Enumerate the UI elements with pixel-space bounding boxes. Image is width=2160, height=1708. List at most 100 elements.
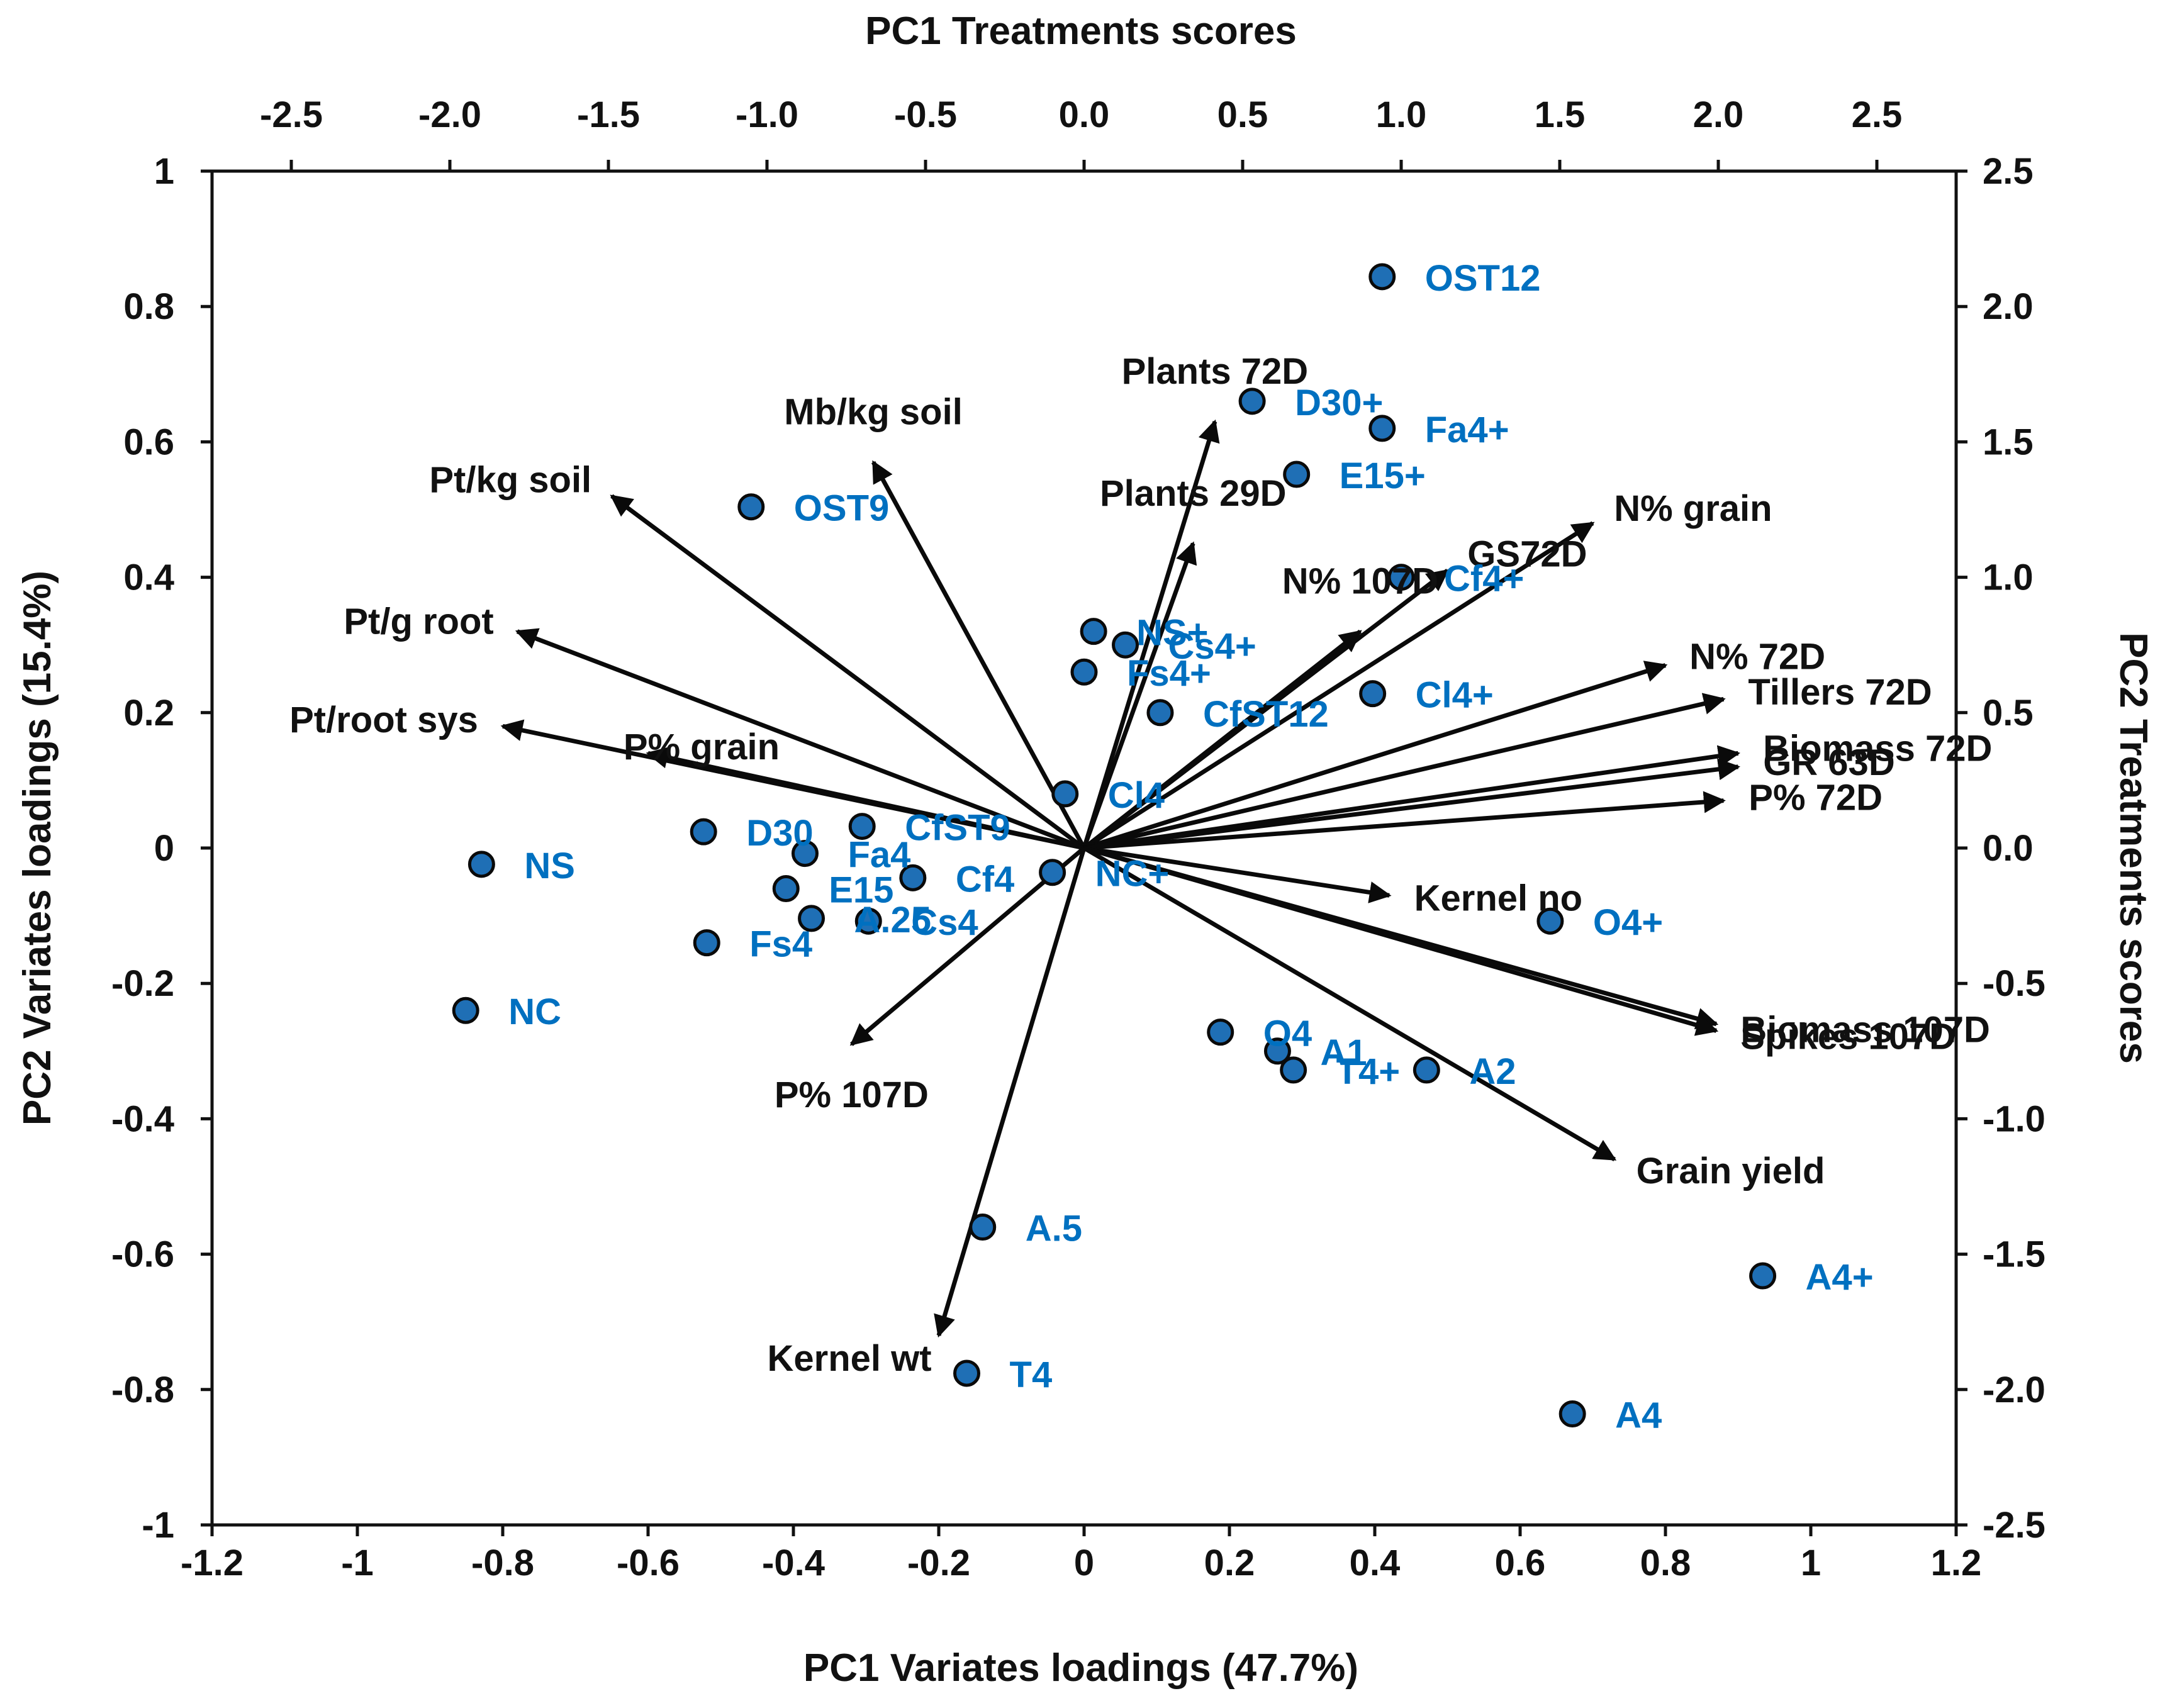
treatment-point [1051, 780, 1079, 808]
treatment-point [1112, 631, 1139, 659]
treatment-point [1558, 1400, 1586, 1428]
loading-arrow [646, 746, 1085, 851]
treatment-label: D30+ [1295, 382, 1383, 423]
top-tick-label: -2.0 [418, 94, 481, 135]
loading-arrow [1083, 745, 1740, 851]
treatment-label: E15+ [1340, 455, 1426, 496]
left-tick-label: 0.6 [123, 421, 174, 462]
treatment-point [1749, 1262, 1777, 1290]
treatment-point [690, 818, 717, 846]
treatment-point [1207, 1019, 1234, 1046]
treatment-point [899, 864, 927, 891]
top-tick-label: -1.0 [736, 94, 798, 135]
bottom-tick-label: -0.2 [907, 1543, 970, 1583]
variate-loading-arrows [500, 419, 1740, 1338]
top-tick-label: 2.0 [1693, 94, 1744, 135]
top-axis-title: PC1 Treatments scores [865, 9, 1297, 53]
variate-label: Pt/kg soil [429, 460, 591, 501]
treatment-point [1080, 618, 1107, 645]
variate-label: Pt/g root [344, 601, 493, 642]
treatment-point [854, 907, 882, 935]
top-tick-label: -2.5 [260, 94, 323, 135]
variate-label: N% 72D [1689, 636, 1825, 677]
treatment-point [1368, 263, 1396, 291]
bottom-tick-label: -0.8 [471, 1543, 534, 1583]
left-tick-label: -1 [142, 1505, 174, 1546]
loading-arrow [1082, 569, 1450, 850]
left-tick-label: -0.4 [111, 1098, 174, 1139]
right-tick-label: 1.5 [1983, 421, 2034, 462]
top-tick-label: 1.5 [1535, 94, 1586, 135]
variate-label: N% grain [1614, 488, 1772, 529]
variate-label: P% grain [624, 727, 780, 767]
treatment-point [953, 1359, 981, 1387]
loading-arrow [1083, 661, 1668, 851]
treatment-point [1387, 564, 1415, 591]
top-tick-label: -1.5 [577, 94, 640, 135]
treatment-label: A.5 [1026, 1208, 1082, 1249]
variate-label: Grain yield [1637, 1151, 1825, 1192]
treatment-point [1039, 859, 1066, 886]
variate-label: Biomass 72D [1763, 728, 1992, 769]
treatment-score-points [452, 263, 1777, 1428]
treatment-label: OST9 [794, 488, 890, 529]
bottom-tick-label: 1.2 [1931, 1543, 1982, 1583]
treatment-point [1146, 699, 1174, 727]
treatment-label: Cf4+ [1444, 559, 1524, 600]
loading-arrow [1083, 791, 1726, 851]
variate-label: GS72D [1467, 534, 1587, 575]
bottom-tick-label: -0.6 [617, 1543, 680, 1583]
treatment-label: O4 [1263, 1013, 1312, 1054]
right-tick-label: -0.5 [1983, 963, 2045, 1004]
left-tick-label: 0.2 [123, 693, 174, 734]
treatment-label: CfST12 [1203, 694, 1329, 735]
variate-label: Kernel no [1414, 878, 1583, 918]
treatment-point [1536, 907, 1564, 935]
right-tick-label: -2.5 [1983, 1505, 2045, 1546]
right-tick-label: 1.0 [1983, 557, 2034, 598]
treatment-label: NC+ [1095, 854, 1170, 895]
treatment-label: NS [524, 846, 575, 886]
treatment-label: T4+ [1336, 1051, 1401, 1092]
treatment-label: A4 [1615, 1395, 1662, 1436]
loading-arrow [515, 628, 1085, 851]
treatment-point [969, 1214, 997, 1241]
loading-arrow [1083, 846, 1719, 1036]
loading-arrow [1083, 846, 1392, 903]
variate-label: P% 72D [1749, 778, 1883, 818]
treatment-label: A4+ [1806, 1257, 1874, 1298]
chart-labels: Pt/kg soil Mb/kg soil Pt/g root Pt/root sys… [289, 258, 1992, 1436]
bottom-tick-label: 0 [1074, 1543, 1094, 1583]
treatment-label: CfST9 [905, 808, 1010, 849]
treatment-point [791, 840, 819, 868]
treatment-point [737, 493, 765, 521]
treatment-point [1368, 415, 1396, 442]
treatment-label: A2 [1469, 1051, 1516, 1092]
loading-arrow [1082, 541, 1197, 849]
treatment-label: A1 [1320, 1032, 1367, 1073]
treatment-label: E15 [829, 870, 893, 911]
treatment-label: Fs4 [749, 924, 812, 965]
treatment-label: O4+ [1593, 902, 1663, 943]
treatment-label: NC [508, 991, 561, 1032]
left-tick-label: -0.2 [111, 963, 174, 1004]
bottom-tick-label: -1.2 [181, 1543, 243, 1583]
loading-arrow [1083, 758, 1740, 851]
variate-label: Mb/kg soil [784, 392, 963, 433]
bottom-tick-label: 0.4 [1350, 1543, 1401, 1583]
treatment-label: Fa4+ [1425, 410, 1509, 450]
left-axis-title: PC2 Variates loadings (15.4%) [16, 571, 59, 1125]
right-tick-label: 0.5 [1983, 693, 2034, 734]
treatment-point [772, 875, 800, 903]
left-tick-label: -0.6 [111, 1234, 174, 1275]
treatment-point [1283, 460, 1311, 488]
variate-label: Tillers 72D [1748, 672, 1932, 713]
bottom-tick-label: 0.8 [1640, 1543, 1691, 1583]
loading-arrow [871, 460, 1087, 849]
variate-label: Biomass 107D [1740, 1009, 1990, 1050]
treatment-label: Cl4+ [1416, 675, 1494, 716]
left-tick-label: 1 [154, 151, 174, 192]
treatment-point [1263, 1037, 1291, 1065]
treatment-label: NS+ [1136, 613, 1208, 654]
